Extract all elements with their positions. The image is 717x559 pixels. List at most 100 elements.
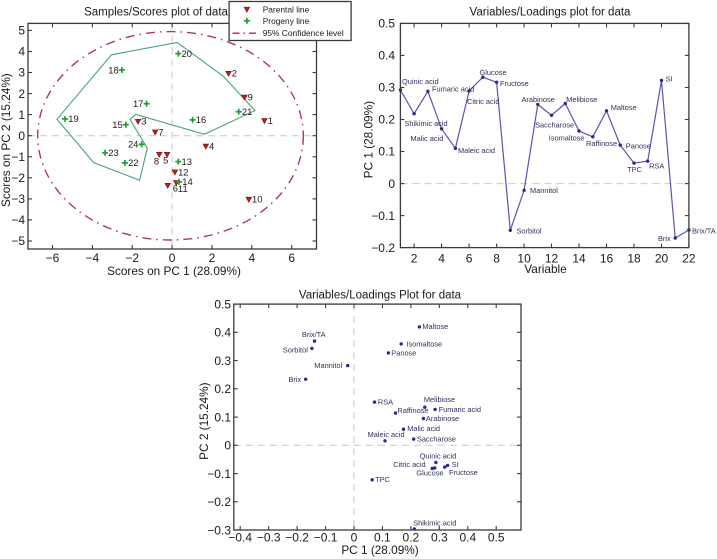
svg-text:PC 1 (28.09%): PC 1 (28.09%) bbox=[362, 101, 376, 178]
svg-text:−2: −2 bbox=[11, 171, 25, 185]
svg-text:1: 1 bbox=[268, 115, 273, 126]
svg-text:Brix/TA: Brix/TA bbox=[302, 330, 326, 339]
svg-text:−0.1: −0.1 bbox=[207, 467, 231, 481]
svg-text:0.2: 0.2 bbox=[378, 113, 395, 127]
svg-text:5: 5 bbox=[18, 24, 25, 38]
svg-text:SI: SI bbox=[452, 460, 459, 469]
svg-text:−0.2: −0.2 bbox=[207, 495, 231, 509]
svg-text:13: 13 bbox=[182, 156, 192, 167]
svg-text:Maleic acid: Maleic acid bbox=[368, 430, 405, 439]
svg-text:Citric acid: Citric acid bbox=[467, 97, 499, 106]
svg-text:0: 0 bbox=[388, 177, 395, 191]
svg-text:Brix/TA: Brix/TA bbox=[692, 227, 716, 236]
svg-text:10: 10 bbox=[517, 252, 531, 266]
svg-text:0: 0 bbox=[351, 531, 358, 545]
svg-text:2: 2 bbox=[18, 87, 25, 101]
svg-text:Isomaltose: Isomaltose bbox=[406, 339, 442, 348]
svg-text:Panose: Panose bbox=[391, 349, 416, 358]
svg-text:Arabinose: Arabinose bbox=[522, 95, 555, 104]
svg-text:0.5: 0.5 bbox=[488, 531, 505, 545]
svg-text:12: 12 bbox=[178, 166, 188, 177]
svg-text:0.3: 0.3 bbox=[214, 354, 231, 368]
svg-text:1: 1 bbox=[18, 108, 25, 122]
svg-text:3: 3 bbox=[141, 116, 146, 127]
svg-text:0.3: 0.3 bbox=[378, 81, 395, 95]
svg-text:Quinic acid: Quinic acid bbox=[420, 451, 457, 460]
svg-text:Parental line: Parental line bbox=[263, 4, 310, 14]
svg-text:Maltose: Maltose bbox=[422, 322, 448, 331]
svg-text:2: 2 bbox=[232, 68, 237, 79]
svg-text:Glucose: Glucose bbox=[480, 68, 507, 77]
svg-text:16: 16 bbox=[196, 114, 206, 125]
svg-text:Saccharose: Saccharose bbox=[535, 121, 574, 130]
svg-text:5: 5 bbox=[163, 155, 168, 166]
svg-text:Fumaric acid: Fumaric acid bbox=[439, 405, 481, 414]
svg-text:−0.3: −0.3 bbox=[207, 523, 231, 537]
svg-text:2: 2 bbox=[411, 252, 418, 266]
svg-text:−6: −6 bbox=[46, 251, 60, 265]
svg-text:11: 11 bbox=[178, 183, 188, 194]
svg-text:2: 2 bbox=[209, 251, 216, 265]
svg-text:Saccharose: Saccharose bbox=[417, 435, 456, 444]
svg-text:−0.1: −0.1 bbox=[314, 531, 338, 545]
svg-text:−0.2: −0.2 bbox=[285, 531, 309, 545]
svg-text:PC 1 (28.09%): PC 1 (28.09%) bbox=[341, 543, 418, 557]
svg-text:Brix: Brix bbox=[658, 234, 671, 243]
svg-text:19: 19 bbox=[68, 113, 78, 124]
svg-text:24: 24 bbox=[128, 139, 138, 150]
svg-text:Mannitol: Mannitol bbox=[314, 361, 342, 370]
svg-text:−0.1: −0.1 bbox=[371, 209, 395, 223]
svg-text:12: 12 bbox=[545, 252, 559, 266]
svg-text:Variable: Variable bbox=[524, 262, 567, 276]
svg-text:TPC: TPC bbox=[375, 475, 390, 484]
svg-text:6: 6 bbox=[466, 252, 473, 266]
svg-text:16: 16 bbox=[600, 252, 614, 266]
svg-text:−4: −4 bbox=[86, 251, 100, 265]
svg-text:Fructose: Fructose bbox=[500, 79, 529, 88]
svg-text:Malic acid: Malic acid bbox=[411, 134, 444, 143]
svg-text:0: 0 bbox=[169, 251, 176, 265]
svg-text:Fumaric acid: Fumaric acid bbox=[432, 85, 474, 94]
svg-text:RSA: RSA bbox=[378, 398, 393, 407]
svg-text:21: 21 bbox=[242, 106, 252, 117]
svg-text:17: 17 bbox=[133, 98, 143, 109]
svg-text:Scores on PC 1 (28.09%): Scores on PC 1 (28.09%) bbox=[107, 264, 241, 278]
svg-text:15: 15 bbox=[112, 119, 122, 130]
svg-text:0.1: 0.1 bbox=[214, 410, 231, 424]
svg-text:Arabinose: Arabinose bbox=[426, 414, 459, 423]
svg-text:SI: SI bbox=[666, 74, 673, 83]
svg-text:Raffinose: Raffinose bbox=[586, 139, 617, 148]
svg-text:22: 22 bbox=[128, 157, 138, 168]
svg-text:0.4: 0.4 bbox=[459, 531, 476, 545]
svg-text:Isomaltose: Isomaltose bbox=[549, 133, 585, 142]
svg-text:18: 18 bbox=[108, 64, 118, 75]
svg-text:14: 14 bbox=[182, 176, 192, 187]
svg-text:95% Confidence level: 95% Confidence level bbox=[263, 28, 344, 38]
svg-text:Raffinose: Raffinose bbox=[397, 406, 428, 415]
svg-text:4: 4 bbox=[209, 141, 214, 152]
svg-text:0.5: 0.5 bbox=[214, 297, 231, 311]
svg-text:0.5: 0.5 bbox=[378, 17, 395, 31]
svg-text:4: 4 bbox=[248, 251, 255, 265]
svg-text:22: 22 bbox=[682, 252, 696, 266]
svg-text:0.3: 0.3 bbox=[431, 531, 448, 545]
svg-text:0.2: 0.2 bbox=[403, 531, 420, 545]
svg-text:18: 18 bbox=[627, 252, 641, 266]
svg-text:Panose: Panose bbox=[626, 142, 651, 151]
svg-text:23: 23 bbox=[108, 147, 118, 158]
svg-text:−0.2: −0.2 bbox=[371, 241, 395, 255]
svg-text:TPC: TPC bbox=[627, 165, 642, 174]
svg-text:0: 0 bbox=[18, 129, 25, 143]
svg-text:0.1: 0.1 bbox=[374, 531, 391, 545]
svg-text:Maleic acid: Maleic acid bbox=[458, 146, 495, 155]
svg-text:0.4: 0.4 bbox=[214, 326, 231, 340]
svg-text:8: 8 bbox=[154, 155, 159, 166]
svg-text:6: 6 bbox=[288, 251, 295, 265]
svg-text:8: 8 bbox=[493, 252, 500, 266]
svg-text:3: 3 bbox=[18, 66, 25, 80]
svg-text:−4: −4 bbox=[11, 213, 25, 227]
svg-text:Fructose: Fructose bbox=[449, 468, 478, 477]
svg-text:−2: −2 bbox=[125, 251, 139, 265]
svg-text:Sorbitol: Sorbitol bbox=[517, 227, 542, 236]
svg-text:PC 2 (15.24%): PC 2 (15.24%) bbox=[197, 382, 211, 459]
